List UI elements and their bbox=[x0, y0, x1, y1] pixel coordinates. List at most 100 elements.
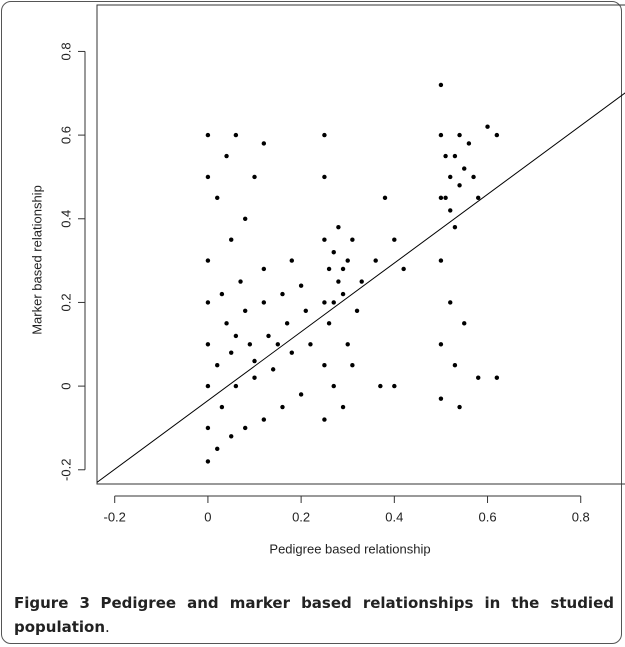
point bbox=[494, 132, 500, 138]
point bbox=[340, 266, 346, 272]
point bbox=[224, 321, 229, 326]
point bbox=[247, 342, 253, 347]
point bbox=[322, 174, 327, 180]
point bbox=[392, 383, 397, 389]
point bbox=[359, 279, 364, 284]
point bbox=[284, 321, 290, 326]
point bbox=[322, 132, 327, 138]
point bbox=[242, 216, 248, 221]
y-tick-label: 0.4 bbox=[58, 210, 73, 228]
caption-text: Pedigree and marker based relationships … bbox=[14, 594, 614, 636]
point bbox=[261, 266, 267, 272]
y-axis-label: Marker based relationship bbox=[29, 185, 44, 335]
point bbox=[494, 375, 500, 380]
point bbox=[326, 266, 332, 272]
x-tick-label: -0.2 bbox=[104, 509, 126, 524]
point bbox=[340, 291, 346, 297]
y-tick-label: 0.2 bbox=[58, 293, 73, 311]
point bbox=[443, 195, 448, 201]
point bbox=[233, 132, 239, 138]
point bbox=[280, 291, 285, 297]
y-tick-label: 0.8 bbox=[58, 42, 73, 60]
point bbox=[261, 417, 267, 422]
point bbox=[242, 425, 248, 431]
point bbox=[448, 174, 453, 180]
x-tick-label: 0.6 bbox=[478, 509, 496, 524]
x-tick-label: 0.8 bbox=[572, 509, 590, 524]
point bbox=[242, 308, 248, 314]
point bbox=[233, 383, 239, 389]
point bbox=[205, 425, 211, 431]
point bbox=[345, 342, 350, 347]
point bbox=[350, 362, 355, 368]
point bbox=[378, 383, 383, 389]
point bbox=[340, 404, 346, 410]
point bbox=[215, 446, 220, 452]
point bbox=[205, 132, 211, 138]
point bbox=[466, 141, 472, 146]
point bbox=[322, 237, 327, 242]
plot-area bbox=[97, 82, 625, 483]
point bbox=[215, 362, 220, 368]
point bbox=[438, 258, 444, 263]
x-tick-label: 0 bbox=[204, 509, 211, 524]
point bbox=[354, 308, 360, 314]
point bbox=[438, 82, 444, 88]
point bbox=[229, 237, 234, 242]
point bbox=[331, 250, 336, 255]
point bbox=[322, 300, 327, 305]
point bbox=[438, 132, 444, 138]
point bbox=[233, 333, 239, 339]
point bbox=[229, 350, 234, 355]
point bbox=[373, 258, 378, 263]
point bbox=[476, 375, 481, 380]
point bbox=[471, 174, 476, 180]
point bbox=[457, 132, 462, 138]
point bbox=[331, 300, 336, 305]
point bbox=[266, 333, 271, 339]
point bbox=[252, 375, 257, 380]
point bbox=[308, 342, 313, 347]
point bbox=[275, 342, 281, 347]
point bbox=[289, 258, 294, 263]
point bbox=[448, 208, 453, 213]
point bbox=[205, 174, 211, 180]
point bbox=[448, 300, 453, 305]
point bbox=[326, 321, 332, 326]
point bbox=[303, 308, 308, 314]
point bbox=[322, 362, 327, 368]
point bbox=[261, 300, 267, 305]
point bbox=[382, 195, 388, 201]
x-tick-label: 0.4 bbox=[385, 509, 403, 524]
point bbox=[280, 404, 285, 410]
caption: Figure 3 Pedigree and marker based relat… bbox=[14, 591, 614, 639]
point bbox=[289, 350, 294, 355]
point bbox=[252, 358, 257, 364]
point bbox=[219, 404, 225, 410]
point bbox=[205, 258, 211, 263]
y-tick-label: -0.2 bbox=[58, 459, 73, 481]
point bbox=[350, 237, 355, 242]
point bbox=[462, 166, 467, 171]
point bbox=[392, 237, 397, 242]
point bbox=[336, 279, 341, 284]
plot-box bbox=[96, 4, 625, 485]
point bbox=[219, 291, 225, 297]
point bbox=[298, 283, 304, 288]
point bbox=[452, 153, 458, 159]
point bbox=[476, 195, 481, 201]
y-tick-label: 0 bbox=[58, 382, 73, 389]
point bbox=[452, 224, 458, 230]
point bbox=[457, 183, 462, 188]
caption-label: Figure 3 bbox=[14, 594, 90, 612]
point bbox=[270, 367, 276, 372]
point bbox=[452, 362, 458, 368]
point bbox=[345, 258, 350, 263]
point bbox=[443, 153, 448, 159]
x-axis-label: Pedigree based relationship bbox=[269, 541, 430, 556]
point bbox=[485, 124, 490, 129]
chart: Pedigree based relationship Marker based… bbox=[29, 4, 625, 556]
point bbox=[457, 404, 462, 410]
